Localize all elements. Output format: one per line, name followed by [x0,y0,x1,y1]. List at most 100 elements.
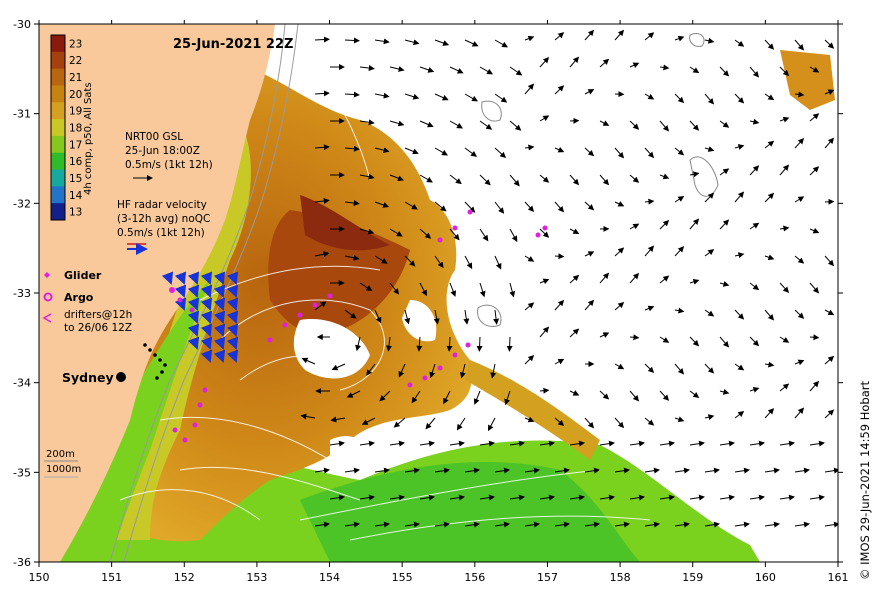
current-arrow [689,494,705,501]
current-arrow [584,417,595,429]
current-arrow [374,201,390,208]
current-arrow [446,336,453,352]
current-arrow [554,146,565,153]
current-arrow [704,414,715,421]
x-tick-label: 155 [392,571,413,584]
current-arrow [599,120,610,126]
hf-radar-arrow [226,297,239,311]
current-arrow [689,390,700,399]
colorbar-tick-label: 15 [69,173,82,185]
current-arrow [404,255,416,267]
current-arrow [464,201,476,213]
current-arrow [749,336,760,347]
y-tick-label: -34 [13,377,31,390]
y-tick-label: -31 [13,108,31,121]
current-arrow [779,440,795,447]
current-arrow [494,521,510,528]
current-arrow [554,85,565,95]
current-arrow [389,282,400,295]
current-arrow [509,174,520,187]
current-arrow [404,39,420,46]
current-arrow [449,66,464,74]
current-arrow [539,278,550,285]
current-arrow [479,228,489,242]
current-arrow [629,62,640,69]
current-arrow [659,219,670,230]
current-arrow [749,222,760,230]
current-arrow [524,83,535,95]
current-arrow [629,223,640,230]
current-arrow [674,467,690,474]
current-arrow [644,147,655,159]
current-arrow [509,282,516,298]
current-arrow [779,494,795,501]
current-arrow [704,146,715,152]
current-arrow [374,147,390,154]
current-arrow [479,494,495,501]
current-arrow [314,521,330,528]
current-arrow [449,174,462,185]
current-arrow [314,90,330,97]
current-arrow [569,494,585,501]
current-arrow [764,361,775,368]
isobath-1000m [123,24,299,562]
current-arrow [599,440,615,447]
current-arrow [734,93,745,104]
current-arrow [539,494,555,501]
current-arrow [389,494,405,501]
current-arrow [449,494,465,501]
current-arrow [824,409,835,419]
x-tick-label: 156 [464,571,485,584]
current-arrow [599,174,610,186]
hf-radar-arrow [226,323,239,337]
current-arrow [629,174,640,183]
current-arrow [614,29,625,41]
current-arrow [779,66,790,77]
y-tick-label: -32 [13,197,31,210]
current-arrow [704,192,715,203]
seamount-outline-2 [689,156,719,197]
current-arrow [824,309,835,316]
current-arrow [719,336,730,348]
current-arrow [366,363,376,376]
current-arrow [719,440,735,447]
current-arrow [674,93,685,104]
current-arrow [809,227,820,234]
current-arrow [599,494,615,501]
argo-legend-label: Argo [64,291,94,304]
current-arrow [554,467,570,474]
argo-legend-icon [43,292,53,302]
current-arrow [734,411,745,419]
current-arrow [539,326,550,338]
argo-drifter-tracks [169,209,548,443]
current-arrow [749,386,760,393]
depth-legend: 200m 1000m [44,449,81,478]
current-arrow [464,93,478,102]
current-arrow [554,358,565,365]
current-arrow [509,120,522,131]
colorbar-tick-label: 18 [69,123,82,135]
map-body [39,24,838,562]
current-arrow [584,89,595,95]
seamount-outline-1 [689,32,705,47]
current-arrow [379,390,391,402]
current-arrow [479,440,495,447]
current-arrow [344,145,360,152]
current-arrow [704,363,715,374]
current-arrow [374,467,390,474]
current-arrow [359,440,375,447]
current-arrow [374,521,390,528]
current-arrow [824,39,835,49]
x-tick-label: 158 [610,571,631,584]
current-arrow [433,309,440,325]
current-arrow [463,309,470,325]
gsl-legend: NRT00 GSL 25-Jun 18:00Z 0.5m/s (1kt 12h) [125,131,213,181]
colorbar-tick-label: 14 [69,190,83,202]
current-arrow [393,417,406,428]
current-arrow [434,201,447,212]
current-arrow [809,282,820,294]
hf-radar-arrow [200,310,213,324]
current-arrow [659,64,670,71]
current-arrow [494,39,509,48]
current-arrow [764,254,775,261]
